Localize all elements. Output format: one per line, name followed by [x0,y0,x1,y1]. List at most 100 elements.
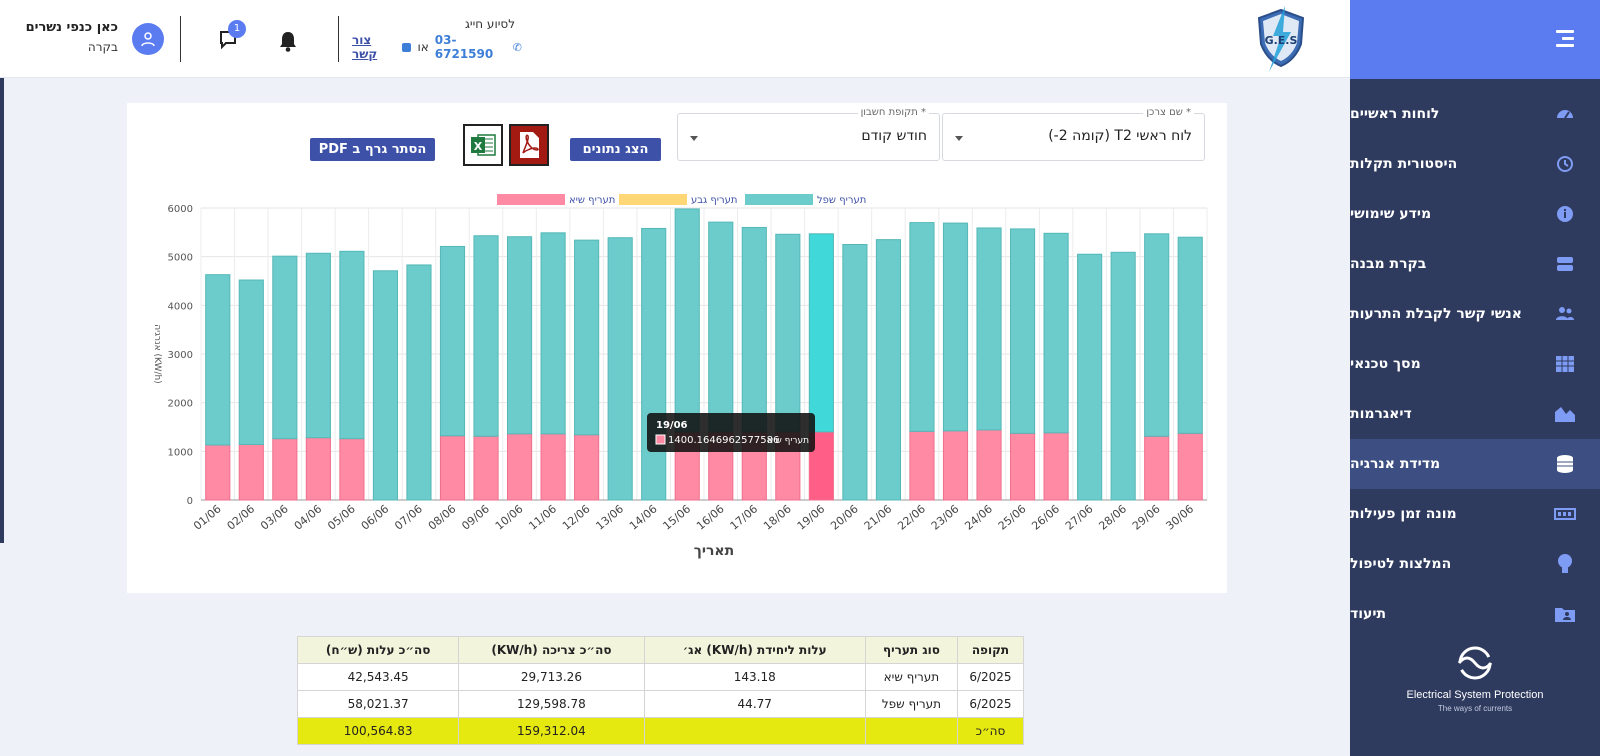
bar-low [875,239,902,501]
y-tick-label: 1000 [168,447,193,458]
sidebar-item-2[interactable]: מידע שימושי [1350,189,1600,239]
bar-low [1110,251,1136,501]
bar-low [1009,228,1036,434]
x-tick-label: 16/06 [694,502,727,532]
tooltip-value: 1400.1646962577586 [668,435,779,446]
energy-bar-chart: 0 1000 2000 3000 4000 5000 6000 01/06 02/06 03/06… [152,194,1208,559]
y-tick-label: 6000 [168,204,193,215]
table-cell: תעריף שפל [864,690,958,718]
bar-low [942,222,969,432]
period-select[interactable]: תקופת חשבון * חודש קודם [677,107,940,161]
grid-icon [1554,353,1576,375]
table-total-cell: סה״כ [956,717,1025,745]
bar-low [574,239,600,436]
bar-peak [574,434,600,501]
svg-text:G.E.S: G.E.S [1265,34,1298,47]
consumer-label: שם צרכן * [1143,107,1194,118]
chart-tooltip [647,413,815,452]
bar-low [909,222,935,432]
x-tick-label: 13/06 [593,502,626,532]
x-tick-label: 25/06 [996,502,1029,532]
bar-peak [1144,435,1170,501]
bar-low [842,244,868,501]
sidebar-item-label: תיעוד [1350,606,1387,622]
consumer-select[interactable]: שם צרכן * לוח ראשי T2 (קומה 2-) [942,107,1205,161]
sidebar-item-8[interactable]: מונה זמן פעילות [1350,489,1600,539]
bar-low [976,227,1002,431]
x-tick-label: 07/06 [392,502,425,532]
sidebar-item-10[interactable]: תיעוד [1350,589,1600,639]
bar-low [674,208,700,433]
x-tick-label: 20/06 [828,502,861,532]
bar-peak [506,433,533,501]
sidebar-item-9[interactable]: המלצות לטיפול [1350,539,1600,589]
excel-export-button[interactable]: X [463,124,503,166]
bar-peak [272,438,298,501]
legend-label: תעריף שיא [569,195,615,206]
hide-pdf-graph-button[interactable]: הסתר גרף ב PDF [310,138,435,161]
x-tick-label: 15/06 [661,502,694,532]
sidebar-item-label: מונה זמן פעילות [1350,506,1457,522]
x-tick-label: 05/06 [325,502,358,532]
sidebar-item-0[interactable]: לוחות ראשיים [1350,89,1600,139]
chevron-down-icon [690,136,698,141]
contact-link[interactable]: צור קשר [352,33,378,61]
table-row: 6/2025 תעריף שפל 44.77 129,598.78 58,021.37 [296,690,1025,718]
ges-logo[interactable]: G.E.S [1255,6,1307,72]
period-label: תקופת חשבון * [857,107,929,118]
bar-peak [909,430,935,501]
bar-low [641,227,667,501]
x-tick-label: 27/06 [1063,502,1096,532]
sidebar-item-3[interactable]: בקרת מבנה [1350,239,1600,289]
sidebar-item-label: מדידת אנרגיה [1350,456,1441,472]
hamburger-menu-icon[interactable] [1556,30,1574,51]
sidebar-item-label: אנשי קשר לקבלת התרעות [1350,306,1522,322]
users-icon [1554,303,1576,325]
or-text: או [417,40,429,54]
x-tick-label: 28/06 [1096,502,1129,532]
bar-low [439,245,466,437]
bar-low [1144,233,1170,437]
table-cell: 143.18 [643,663,866,691]
bar-low [305,252,331,439]
bell-icon[interactable] [278,30,298,52]
y-tick-label: 5000 [168,253,193,264]
header-divider-2 [180,16,181,62]
table-cell: 44.77 [643,690,866,718]
x-tick-label: 18/06 [761,502,794,532]
excel-icon: X [471,134,496,156]
sidebar-item-4[interactable]: אנשי קשר לקבלת התרעות [1350,289,1600,339]
consumer-value: לוח ראשי T2 (קומה 2-) [1048,128,1192,144]
bar-low [506,236,533,435]
x-tick-label: 22/06 [895,502,928,532]
x-tick-label: 11/06 [526,502,559,532]
legend-label: תעריף שפל [817,195,866,206]
legend-swatch [497,194,565,205]
x-tick-label: 14/06 [627,502,660,532]
table-cell: תעריף שיא [864,663,958,691]
table-header-row: תקופה סוג תעריף עלות ליחידת (KW/h) אג׳ סה״כ… [296,636,1025,664]
bar-peak [540,433,566,501]
folder-user-icon [1554,603,1576,625]
bar-low [1177,236,1203,434]
sidebar-item-label: היסטורית תקלות [1350,156,1458,172]
x-tick-label: 03/06 [258,502,291,532]
sidebar-item-label: המלצות לטיפול [1350,556,1452,572]
server-icon [1554,253,1576,275]
bar-peak [439,435,466,501]
sidebar-item-5[interactable]: מסך טכנאי [1350,339,1600,389]
x-tick-label: 01/06 [191,502,224,532]
pdf-export-button[interactable] [509,124,549,166]
avatar[interactable] [132,23,164,55]
phone-number[interactable]: 03-6721590 [434,33,494,61]
sidebar-item-1[interactable]: היסטורית תקלות [1350,139,1600,189]
sidebar-item-label: מסך טכנאי [1350,356,1421,372]
show-data-button[interactable]: הצג נתונים [570,138,661,161]
x-tick-label: 04/06 [292,502,325,532]
bar-peak [305,437,331,501]
sidebar-item-6[interactable]: דיאגרמות [1350,389,1600,439]
coins-icon [1554,453,1576,475]
bar-peak [1009,432,1036,501]
sidebar-item-7[interactable]: מדידת אנרגיה [1350,439,1600,489]
notification-badge: 1 [228,20,246,38]
